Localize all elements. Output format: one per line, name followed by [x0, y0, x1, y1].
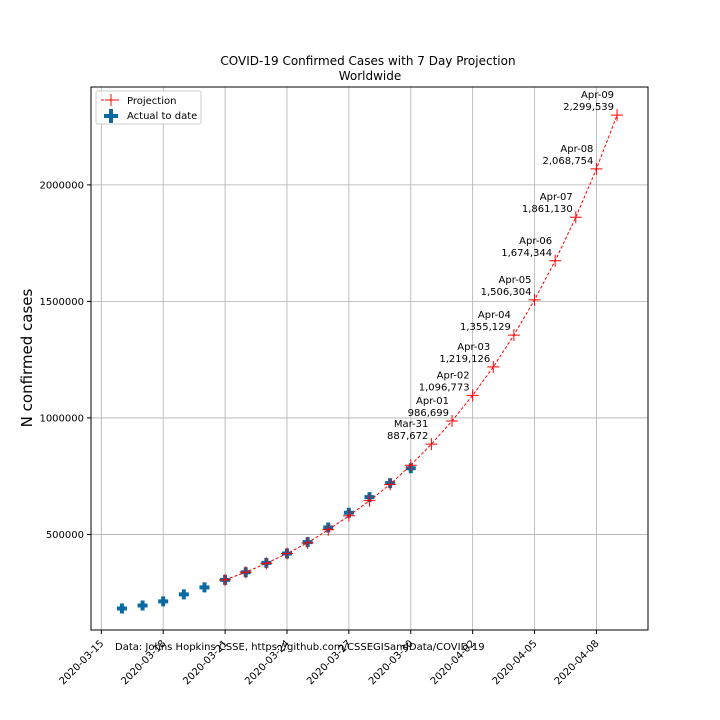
legend-projection-marker: [105, 94, 117, 106]
annotation-date: Apr-09: [581, 90, 614, 101]
projection-marker: [549, 254, 562, 267]
actual-marker: [137, 600, 148, 611]
plot-frame: [90, 86, 649, 631]
legend: Projection Actual to date: [95, 90, 202, 125]
y-tick-label: 1500000: [39, 297, 84, 308]
projection-marker: [301, 536, 314, 549]
x-tick-label: 2020-04-05: [491, 638, 540, 687]
annotation-date: Apr-07: [540, 192, 573, 203]
chart-subtitle: Worldwide: [339, 69, 402, 83]
projection-marker: [239, 566, 252, 579]
y-tick-label: 2000000: [39, 180, 84, 191]
annotation-date: Apr-08: [560, 144, 593, 155]
annotation-date: Apr-06: [519, 236, 552, 247]
y-tick-label: 500000: [46, 530, 84, 541]
actual-marker: [158, 596, 169, 607]
annotation-value: 1,219,126: [439, 354, 490, 365]
annotation-date: Apr-04: [478, 310, 511, 321]
projection-line: [224, 114, 618, 581]
plot-series: [116, 109, 624, 614]
grid: [91, 87, 648, 630]
projection-marker: [569, 211, 582, 224]
projection-marker: [219, 573, 232, 586]
actual-marker: [178, 589, 189, 600]
projection-marker: [611, 109, 624, 122]
annotation-value: 2,299,539: [563, 102, 614, 113]
annotation-value: 1,096,773: [419, 382, 470, 393]
legend-actual-label: Actual to date: [127, 111, 197, 122]
projection-marker: [404, 459, 417, 472]
x-tick-label: 2020-03-15: [58, 638, 107, 687]
projection-marker: [466, 389, 479, 402]
annotation-date: Apr-01: [416, 396, 449, 407]
annotation-value: 1,355,129: [460, 322, 511, 333]
projection-marker: [322, 523, 335, 536]
projection-marker: [590, 162, 603, 175]
annotation-value: 986,699: [408, 408, 449, 419]
annotation-date: Mar-31: [394, 419, 429, 430]
chart-title: COVID-19 Confirmed Cases with 7 Day Proj…: [220, 54, 515, 68]
projection-marker: [363, 494, 376, 507]
annotation-value: 887,672: [387, 431, 428, 442]
annotation-date: Apr-02: [437, 370, 470, 381]
annotation-date: Apr-05: [499, 275, 532, 286]
actual-marker: [199, 582, 210, 593]
annotation-value: 1,506,304: [481, 287, 532, 298]
projection-marker: [342, 509, 355, 522]
legend-actual-marker: [104, 109, 118, 123]
projection-marker: [487, 360, 500, 373]
y-axis-label: N confirmed cases: [18, 288, 36, 427]
source-note: Data: Johns Hopkins CSSE, https://github…: [115, 642, 485, 653]
projection-marker: [507, 329, 520, 342]
projection-marker: [384, 478, 397, 491]
projection-marker: [260, 557, 273, 570]
actual-marker: [116, 603, 127, 614]
annotation-date: Apr-03: [457, 342, 490, 353]
annotation-value: 1,674,344: [501, 248, 552, 259]
annotation-value: 2,068,754: [543, 156, 594, 167]
x-tick-label: 2020-04-08: [553, 638, 602, 687]
annotation-value: 1,861,130: [522, 204, 573, 215]
y-tick-label: 1000000: [39, 413, 84, 424]
legend-projection-label: Projection: [127, 96, 176, 107]
projection-marker: [425, 438, 438, 451]
legend-box: [95, 90, 202, 125]
projection-marker: [446, 415, 459, 428]
projection-marker: [528, 293, 541, 306]
projection-marker: [280, 547, 293, 560]
